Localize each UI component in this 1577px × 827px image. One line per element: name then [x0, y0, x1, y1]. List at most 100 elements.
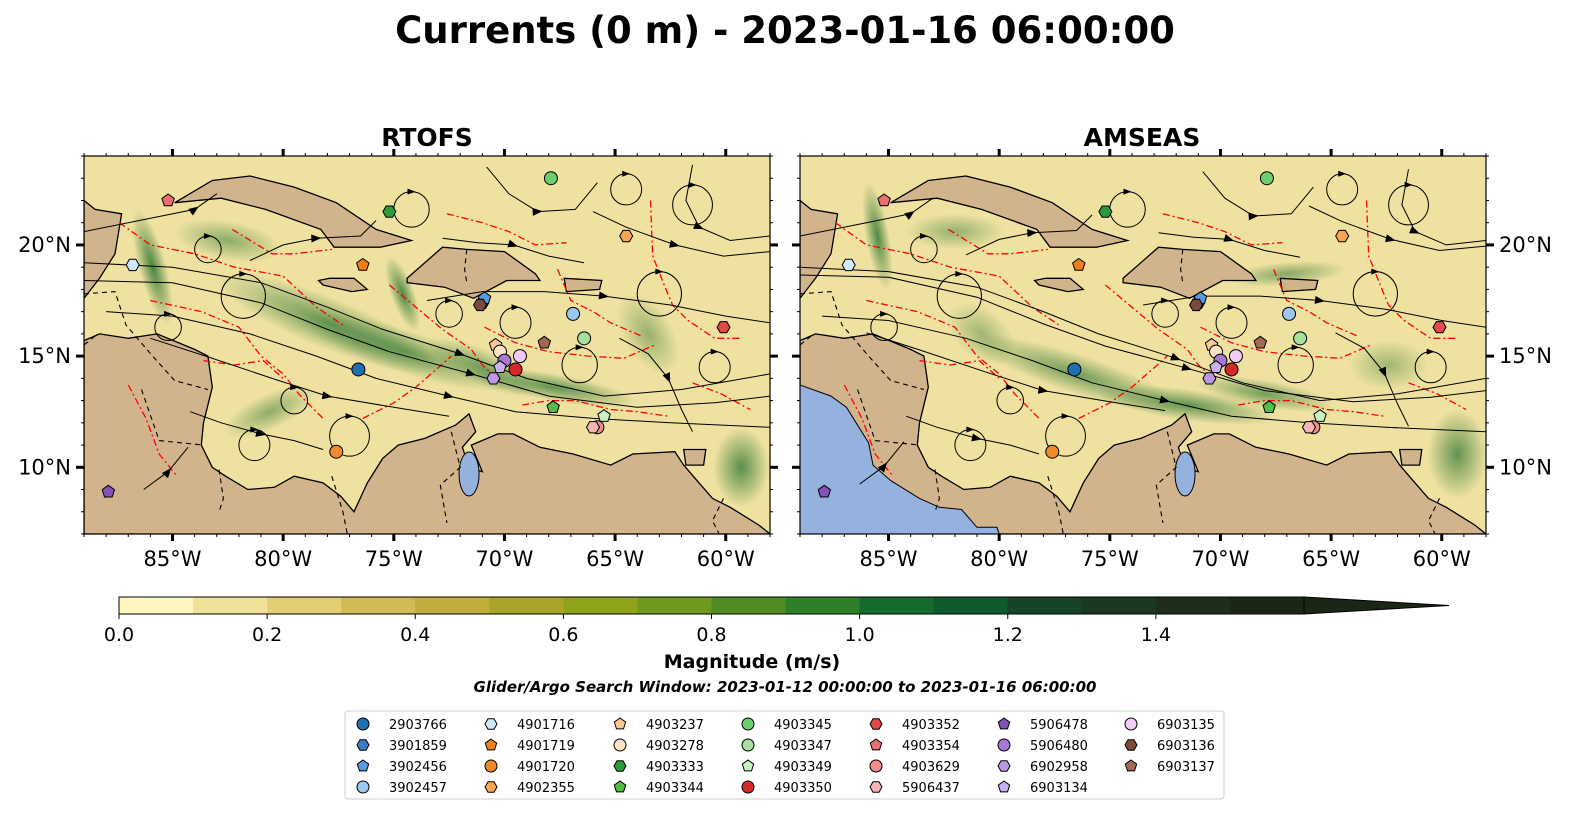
eez-line	[119, 222, 344, 326]
float-marker-6903135	[512, 349, 527, 364]
streamline	[822, 315, 1486, 433]
eddy-arrow	[407, 188, 416, 195]
float-marker-4903352	[1432, 321, 1447, 334]
border-line	[464, 249, 468, 283]
streamline-arrow	[1181, 363, 1193, 371]
colorbar-tick-label: 1.4	[1141, 624, 1171, 646]
eddy-arrow	[710, 348, 719, 355]
float-markers	[817, 171, 1447, 498]
legend-label: 6903134	[1030, 781, 1088, 796]
legend-label: 4901716	[517, 718, 575, 733]
land-polygon	[682, 448, 707, 466]
eddy-arrow	[919, 233, 928, 240]
legend-label: 5906437	[902, 781, 960, 796]
float-marker-4901720	[1045, 444, 1060, 459]
panel-rtofs: RTOFS 85°W 80°W 75°W 70°W 65°W 60°W 10°N 15°N 20…	[18, 123, 778, 571]
panel-amseas: AMSEAS 85°W 80°W 75°W 70°W 65°W 60°W 10°N 15°N 2…	[792, 123, 1552, 571]
colorbar-tick-label: 1.0	[845, 624, 875, 646]
colorbar-tick-label: 0.4	[400, 624, 430, 646]
legend-label: 4901720	[517, 760, 575, 775]
legend-marker-4903629	[869, 759, 883, 773]
colorbar-segment	[637, 597, 712, 614]
colorbar-segment	[415, 597, 490, 614]
legend-marker-4902355	[484, 781, 498, 793]
eddy-arrow	[345, 413, 354, 420]
streamline-arrow	[662, 372, 671, 383]
legend-marker-4903333	[613, 760, 627, 772]
legend-label: 4901719	[517, 739, 575, 754]
streamline-arrow	[598, 291, 609, 300]
legend-marker-4903278	[613, 738, 627, 752]
legend-label: 4903354	[902, 739, 960, 754]
legend-marker-4903347	[741, 738, 755, 752]
legend-label: 6903136	[1157, 739, 1215, 754]
current-speed-patch	[1348, 340, 1429, 391]
legend-marker-6902958	[997, 760, 1011, 772]
eddy-arrow	[655, 268, 664, 275]
legend-marker-4903354	[869, 738, 883, 751]
legend-label: 4903237	[646, 718, 704, 733]
streamline-arrow	[904, 210, 915, 220]
streamline-arrow	[1314, 295, 1325, 304]
eddy-arrow	[239, 270, 248, 277]
eez-line	[919, 359, 1000, 379]
colorbar-segment	[1155, 597, 1231, 614]
y-tick-label: 10°N	[1499, 455, 1552, 479]
eez-boundaries	[835, 200, 1467, 477]
x-tick-label: 80°W	[970, 547, 1028, 571]
streamline	[800, 274, 1486, 403]
legend-marker-6903136	[1124, 739, 1138, 751]
streamline-arrow	[669, 239, 680, 248]
legend-label: 4903344	[646, 781, 704, 796]
eddy-arrow	[1426, 348, 1435, 355]
streamline	[84, 280, 770, 408]
x-tick-label: 65°W	[1302, 547, 1360, 571]
float-marker-4903333	[1098, 205, 1113, 218]
float-marker-2903766	[1067, 362, 1082, 377]
legend-marker-2903766	[356, 717, 370, 731]
float-marker-5906478	[817, 484, 832, 498]
float-marker-4903333	[382, 205, 397, 218]
y-tick-label: 15°N	[18, 344, 71, 368]
x-tick-label: 80°W	[254, 547, 312, 571]
legend-label: 3902457	[389, 781, 447, 796]
eez-line	[1365, 200, 1458, 339]
colorbar-tick-label: 0.0	[104, 624, 134, 646]
eddy-arrow	[622, 170, 631, 177]
legend-label: 3901859	[389, 739, 447, 754]
border-line	[84, 335, 96, 346]
y-tick-label: 20°N	[1499, 233, 1552, 257]
eddy-arrow	[575, 344, 584, 351]
streamlines	[84, 164, 770, 490]
x-tick-label: 60°W	[697, 547, 755, 571]
colorbar-segment	[489, 597, 564, 614]
float-marker-4903345	[543, 171, 558, 186]
float-marker-6902958	[486, 372, 501, 385]
eez-line	[1200, 326, 1372, 359]
land-polygon	[1279, 277, 1319, 293]
land-polygon	[800, 199, 839, 300]
eez-line	[127, 384, 178, 477]
float-marker-4901719	[1072, 257, 1086, 271]
colorbar-tick-label: 1.2	[993, 624, 1023, 646]
pacific-ocean	[800, 384, 1000, 534]
float-marker-2903766	[351, 362, 366, 377]
streamline-arrow	[877, 462, 888, 473]
border-line	[218, 469, 224, 512]
colorbar-segment	[341, 597, 416, 614]
eez-line	[1273, 269, 1358, 337]
legend-label: 4903278	[646, 739, 704, 754]
eddy-arrow	[1291, 344, 1300, 351]
search-window-caption: Glider/Argo Search Window: 2023-01-12 00…	[474, 678, 1097, 696]
legend-marker-6903137	[1124, 759, 1138, 772]
float-marker-4903349	[1313, 409, 1327, 422]
eez-boundaries	[119, 200, 751, 477]
float-marker-4903350	[508, 362, 523, 377]
legend-label: 4903629	[902, 760, 960, 775]
legend-marker-3901859	[356, 739, 370, 751]
x-tick-label: 70°W	[475, 547, 533, 571]
float-marker-4901719	[356, 257, 370, 271]
eez-line	[866, 299, 1040, 419]
y-tick-label: 10°N	[18, 455, 71, 479]
